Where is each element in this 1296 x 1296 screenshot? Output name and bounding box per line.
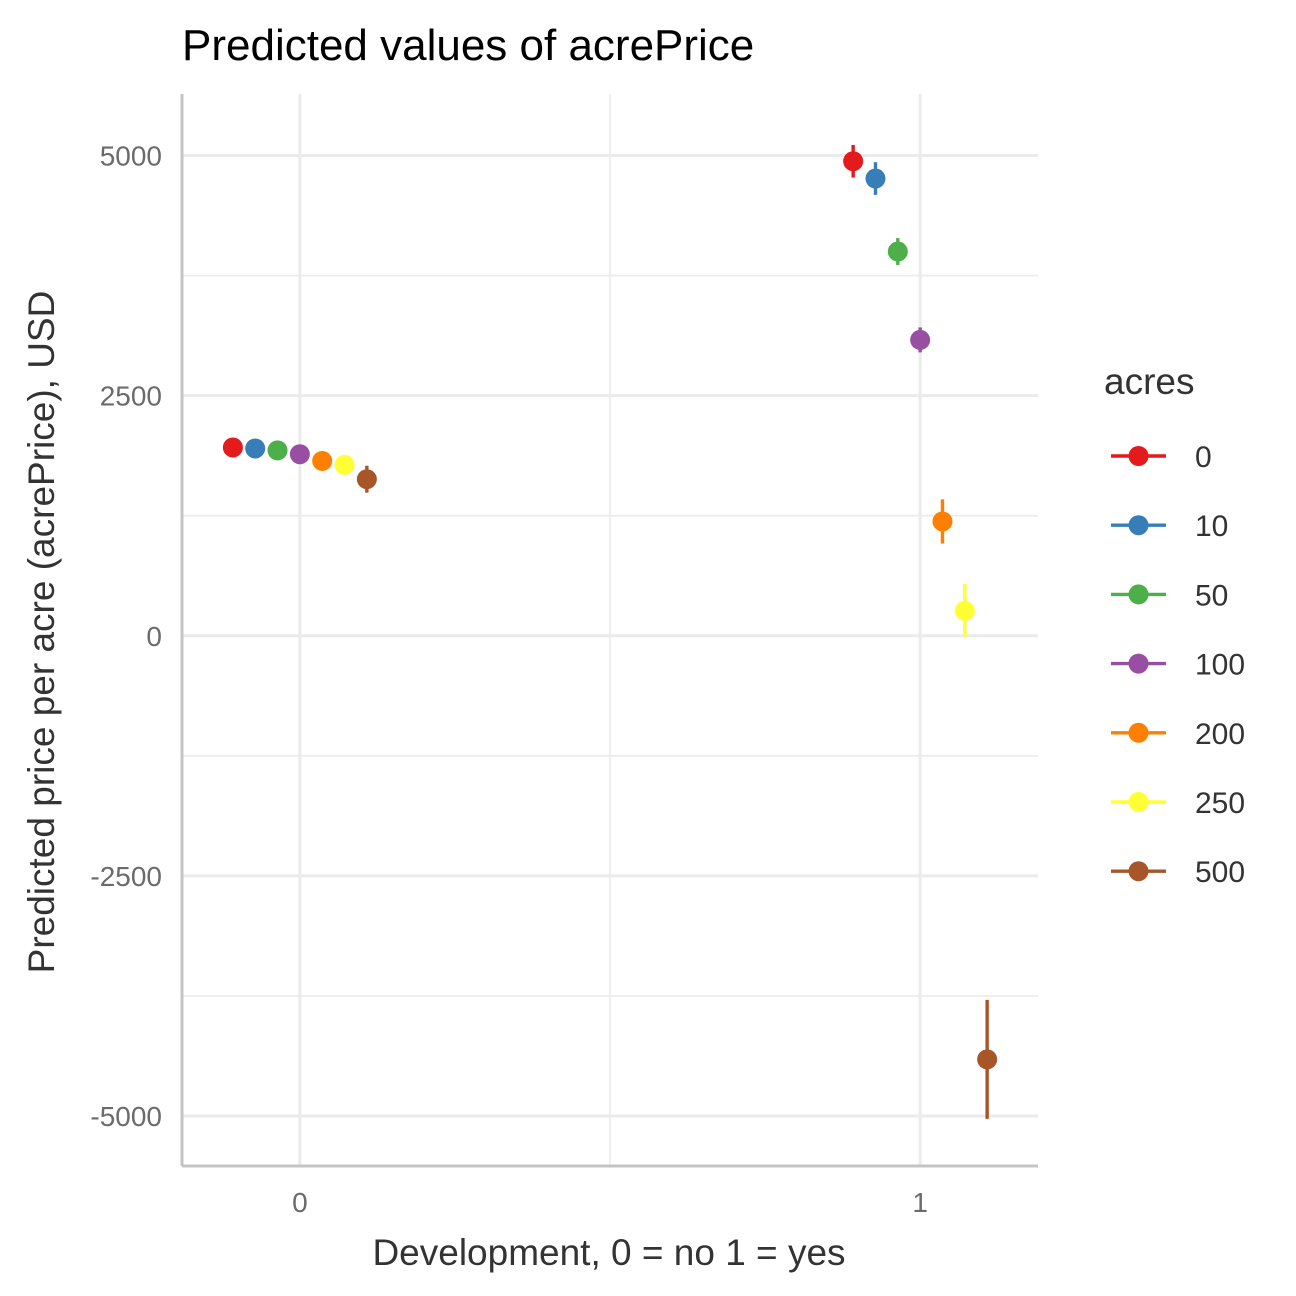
- legend-item: 10: [1111, 510, 1228, 543]
- legend-label: 0: [1195, 441, 1212, 474]
- y-tick-label: -2500: [90, 861, 162, 892]
- legend-label: 500: [1195, 856, 1245, 889]
- legend-key-point: [1128, 515, 1149, 536]
- chart-title: Predicted values of acrePrice: [182, 21, 754, 70]
- series-100: [289, 327, 931, 465]
- axes: 5000 2500 0 -2500 -5000 0 1: [90, 94, 1038, 1218]
- legend-item: 100: [1111, 649, 1245, 682]
- data-point: [843, 151, 864, 172]
- data-point: [312, 450, 333, 471]
- legend-label: 250: [1195, 787, 1245, 820]
- data-point: [222, 437, 243, 458]
- data-marks: [222, 144, 998, 1119]
- data-point: [245, 438, 266, 459]
- legend-key-point: [1128, 792, 1149, 812]
- series-50: [267, 238, 908, 461]
- x-axis-title: Development, 0 = no 1 = yes: [372, 1232, 845, 1273]
- legend-key-point: [1128, 653, 1149, 674]
- data-point: [910, 329, 931, 350]
- legend-key-point: [1128, 446, 1149, 466]
- legend-item: 200: [1111, 718, 1245, 751]
- y-tick-label: 0: [146, 621, 162, 652]
- series-0: [222, 144, 864, 458]
- y-tick-label: -5000: [90, 1101, 162, 1132]
- data-point: [932, 511, 953, 532]
- legend-item: 250: [1111, 787, 1245, 820]
- y-axis-title: Predicted price per acre (acrePrice), US…: [21, 291, 62, 974]
- legend-label: 200: [1195, 718, 1245, 751]
- x-tick-label: 0: [292, 1187, 308, 1218]
- series-500: [356, 465, 998, 1119]
- series-10: [245, 162, 886, 459]
- legend-title: acres: [1104, 361, 1194, 402]
- y-tick-label: 5000: [100, 140, 162, 171]
- legend: acres 0 10 50 100 200 250 500: [1104, 361, 1245, 889]
- legend-key-point: [1128, 861, 1149, 882]
- legend-item: 0: [1111, 441, 1212, 474]
- legend-key-point: [1128, 722, 1149, 743]
- data-point: [954, 600, 975, 621]
- legend-item: 50: [1111, 579, 1228, 612]
- legend-item: 500: [1111, 856, 1245, 889]
- data-point: [289, 444, 310, 465]
- data-point: [356, 469, 377, 490]
- data-point: [887, 241, 908, 262]
- legend-label: 100: [1195, 649, 1245, 682]
- series-200: [312, 450, 953, 544]
- data-point: [267, 440, 288, 461]
- y-tick-label: 2500: [100, 381, 162, 412]
- data-point: [977, 1049, 998, 1070]
- grid: [182, 94, 1038, 1166]
- legend-key-point: [1128, 584, 1149, 605]
- legend-label: 50: [1195, 579, 1228, 612]
- data-point: [865, 168, 886, 189]
- legend-label: 10: [1195, 510, 1228, 543]
- data-point: [334, 454, 355, 475]
- x-tick-label: 1: [912, 1187, 928, 1218]
- series-250: [334, 454, 975, 638]
